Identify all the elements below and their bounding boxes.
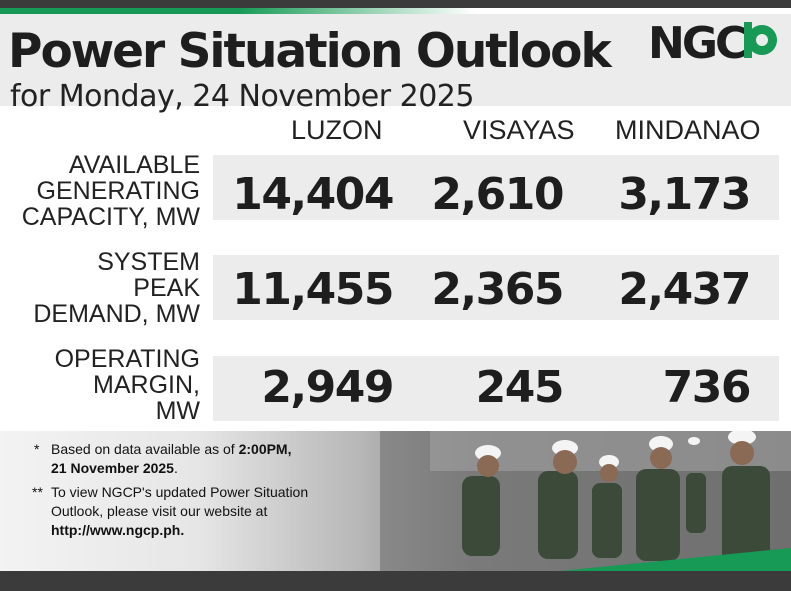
note-1-line-1: Based on data available as of 2:00PM, (51, 440, 292, 459)
label-line: AVAILABLE (68, 151, 200, 179)
label-line: MARGIN, (93, 371, 200, 399)
note-1-suffix: . (173, 460, 178, 476)
value-demand-mindanao: 2,437 (618, 264, 751, 315)
row-label-available-capacity: AVAILABLE GENERATING CAPACITY, MW (0, 152, 200, 230)
label-line: SYSTEM (97, 248, 200, 276)
value-available-mindanao: 3,173 (618, 169, 751, 220)
label-line: PEAK (133, 274, 200, 302)
row-label-operating-margin: OPERATING MARGIN, MW (0, 346, 200, 424)
value-available-luzon: 14,404 (232, 169, 394, 220)
page-subtitle: for Monday, 24 November 2025 (10, 79, 474, 114)
value-margin-visayas: 245 (475, 362, 565, 413)
note-marker-1: * (34, 441, 40, 457)
note-marker-2: ** (32, 484, 43, 500)
row-band-operating-margin (213, 356, 779, 421)
label-line: DEMAND, MW (33, 300, 200, 328)
ngcp-website-link[interactable]: http://www.ngcp.ph. (51, 522, 185, 538)
top-accent-stripe (0, 8, 791, 14)
value-available-visayas: 2,610 (431, 169, 564, 220)
workers-photo (380, 431, 791, 571)
row-label-peak-demand: SYSTEM PEAK DEMAND, MW (0, 249, 200, 327)
column-header-mindanao: MINDANAO (615, 115, 761, 145)
ngcp-logo: NGC (648, 18, 777, 64)
note-2-line-2: Outlook, please visit our website at (51, 503, 268, 519)
note-2-line-1: To view NGCP's updated Power Situation (51, 484, 309, 500)
value-demand-visayas: 2,365 (431, 264, 564, 315)
value-demand-luzon: 11,455 (232, 264, 394, 315)
row-band-peak-demand (213, 255, 779, 320)
label-line: OPERATING (54, 345, 200, 373)
value-margin-luzon: 2,949 (261, 362, 394, 413)
label-line: GENERATING (36, 177, 200, 205)
note-1-prefix: Based on data available as of (51, 441, 239, 457)
footer-photo-panel: * Based on data available as of 2:00PM, … (0, 431, 791, 571)
column-header-visayas: VISAYAS (463, 115, 575, 145)
note-1-date: 21 November 2025 (51, 460, 174, 476)
label-line: CAPACITY, MW (21, 203, 200, 231)
top-bar (0, 0, 791, 8)
note-1-line-2: 21 November 2025. (51, 459, 178, 478)
page-title: Power Situation Outlook (8, 24, 612, 79)
label-line: MW (155, 397, 200, 425)
value-margin-mindanao: 736 (662, 362, 752, 413)
note-1-time: 2:00PM, (238, 441, 292, 457)
header: Power Situation Outlook for Monday, 24 N… (0, 14, 791, 112)
column-header-luzon: LUZON (291, 115, 383, 145)
bottom-bar (0, 571, 791, 591)
svg-text:NGC: NGC (648, 18, 745, 64)
row-band-available-capacity (213, 155, 779, 220)
